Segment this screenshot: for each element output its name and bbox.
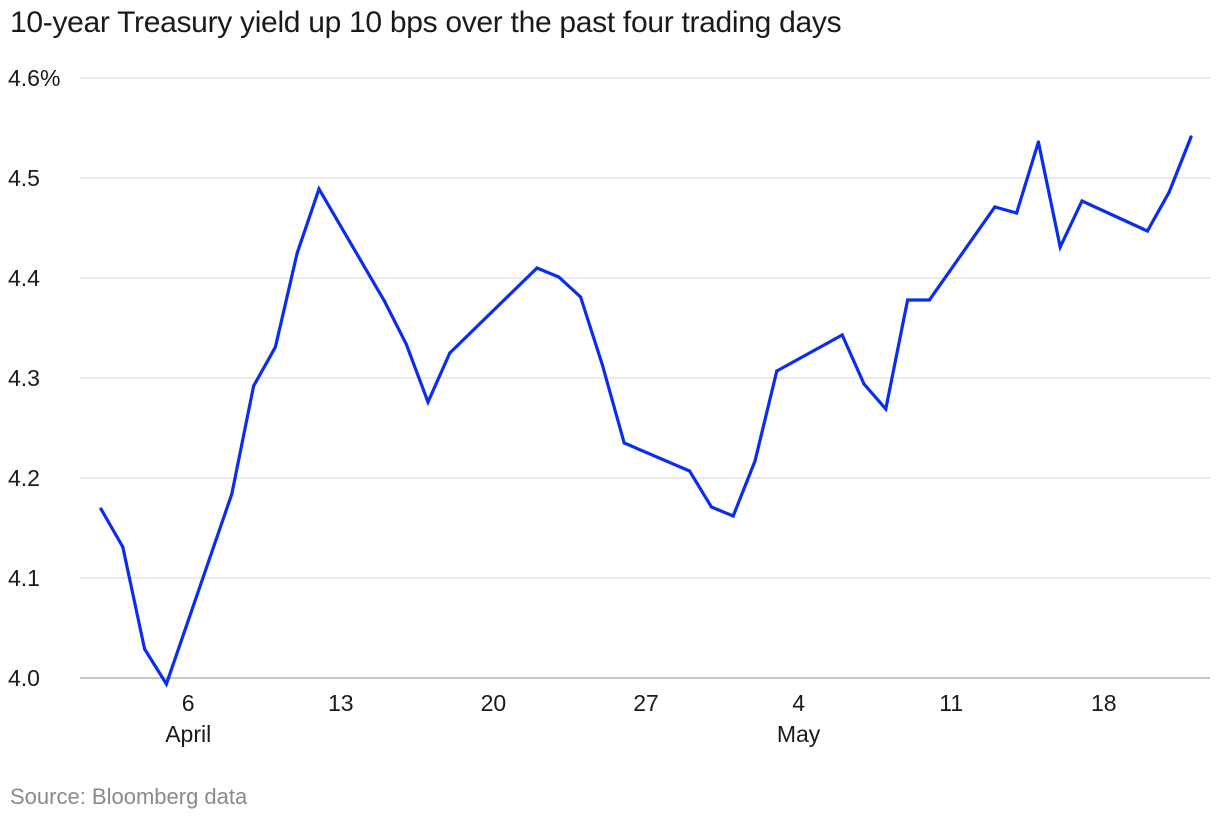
data-point — [557, 275, 561, 279]
data-point — [1145, 229, 1149, 233]
data-point — [448, 351, 452, 355]
source-note: Source: Bloomberg data — [10, 784, 248, 809]
x-tick-label: 4 — [792, 690, 805, 716]
y-tick-label: 4.6% — [8, 65, 60, 91]
x-tick-label: 20 — [481, 690, 507, 716]
chart-title: 10-year Treasury yield up 10 bps over th… — [10, 6, 842, 39]
data-point — [688, 469, 692, 473]
data-point — [164, 682, 168, 686]
data-point — [600, 363, 605, 367]
y-tick-label: 4.2 — [8, 465, 40, 491]
data-point — [426, 400, 430, 404]
series-line — [99, 135, 1193, 688]
data-point — [121, 545, 125, 549]
data-point — [99, 507, 103, 511]
data-point — [840, 333, 844, 337]
y-tick-label: 4.3 — [8, 365, 40, 391]
data-point — [927, 298, 932, 302]
x-month-label: April — [165, 721, 211, 747]
y-tick-label: 4.5 — [8, 165, 40, 191]
data-point — [230, 492, 234, 496]
data-point — [1167, 190, 1171, 194]
data-point — [622, 441, 626, 445]
data-point — [295, 251, 299, 255]
series-group — [99, 135, 1193, 688]
x-tick-label: 18 — [1091, 690, 1117, 716]
data-point — [535, 266, 539, 270]
data-point — [775, 369, 779, 373]
y-axis: 4.6% 4.5 4.4 4.3 4.2 4.1 4.0 — [8, 65, 60, 691]
data-point — [753, 459, 757, 463]
x-tick-label: 13 — [328, 690, 354, 716]
data-point — [579, 295, 583, 299]
data-point — [252, 384, 256, 388]
x-month-label: May — [777, 721, 821, 747]
data-point — [317, 187, 321, 191]
data-point — [382, 299, 386, 303]
x-tick-label: 6 — [182, 690, 195, 716]
data-point — [143, 647, 147, 651]
data-point — [862, 382, 866, 386]
data-point — [906, 298, 910, 302]
x-tick-label: 11 — [939, 690, 963, 716]
x-tick-label: 27 — [633, 690, 659, 716]
data-point — [1058, 245, 1062, 249]
gridlines — [80, 77, 1210, 679]
data-point — [731, 514, 735, 518]
data-point — [273, 345, 277, 349]
data-point — [404, 342, 408, 346]
data-point — [1189, 135, 1193, 139]
x-axis: 6 April 13 20 27 4 May 11 18 — [165, 690, 1116, 747]
data-point — [709, 505, 714, 509]
y-tick-label: 4.1 — [8, 565, 40, 591]
y-tick-label: 4.0 — [8, 665, 40, 691]
data-point — [1080, 199, 1084, 203]
data-point — [1036, 140, 1040, 144]
data-point — [993, 205, 997, 209]
y-tick-label: 4.4 — [8, 265, 40, 291]
data-point — [1015, 211, 1019, 215]
data-point — [884, 407, 888, 411]
